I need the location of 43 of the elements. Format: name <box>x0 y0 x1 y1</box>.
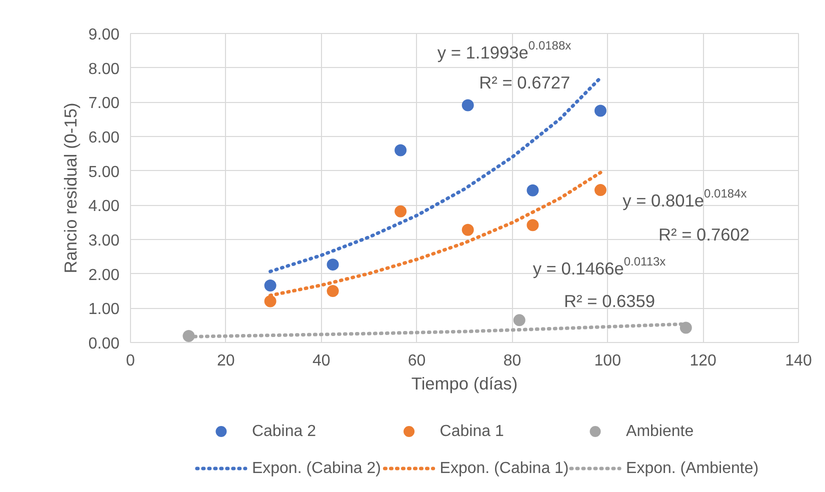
annotation: R² = 0.6359 <box>564 290 656 311</box>
annotation: R² = 0.7602 <box>658 224 750 244</box>
point <box>326 285 339 297</box>
legend-label: Ambiente <box>626 423 694 440</box>
point <box>264 295 276 308</box>
point <box>394 144 407 156</box>
y-tick-label: 9.00 <box>88 26 120 44</box>
legend-label: Expon. (Ambiente) <box>626 460 759 477</box>
y-tick-label: 3.00 <box>88 232 120 250</box>
point <box>326 258 339 271</box>
x-tick-label: 40 <box>312 352 330 370</box>
x-tick-label: 100 <box>594 352 622 370</box>
point <box>526 219 539 232</box>
point <box>526 184 539 196</box>
point <box>680 322 692 334</box>
y-axis-title: Rancio residual (0-15) <box>60 102 80 274</box>
annotation: R² = 0.6727 <box>479 72 570 92</box>
x-tick-label: 120 <box>690 352 717 370</box>
point <box>594 184 606 196</box>
x-tick-label: 80 <box>503 352 522 370</box>
legend-label: Cabina 2 <box>252 423 316 440</box>
point <box>594 104 606 117</box>
x-axis-title: Tiempo (días) <box>411 374 518 394</box>
y-tick-label: 5.00 <box>88 164 120 181</box>
legend-label: Expon. (Cabina 1) <box>440 460 569 477</box>
y-tick-label: 0.00 <box>88 336 120 352</box>
y-tick-label: 7.00 <box>88 95 120 112</box>
point <box>513 314 526 326</box>
y-tick-label: 8.00 <box>88 60 120 78</box>
legend-label: Cabina 1 <box>440 423 504 440</box>
legend-label: Expon. (Cabina 2) <box>252 460 381 477</box>
x-tick-label: 0 <box>126 352 136 370</box>
point <box>394 205 407 218</box>
point <box>462 99 474 112</box>
y-tick-label: 1.00 <box>88 301 120 318</box>
x-tick-label: 20 <box>217 352 235 370</box>
x-tick-label: 140 <box>785 352 812 370</box>
y-tick-label: 6.00 <box>88 130 120 146</box>
y-tick-label: 4.00 <box>88 198 120 216</box>
y-tick-label: 2.00 <box>88 266 120 284</box>
x-tick-label: 60 <box>408 352 426 370</box>
point <box>264 280 276 292</box>
point <box>462 224 474 236</box>
